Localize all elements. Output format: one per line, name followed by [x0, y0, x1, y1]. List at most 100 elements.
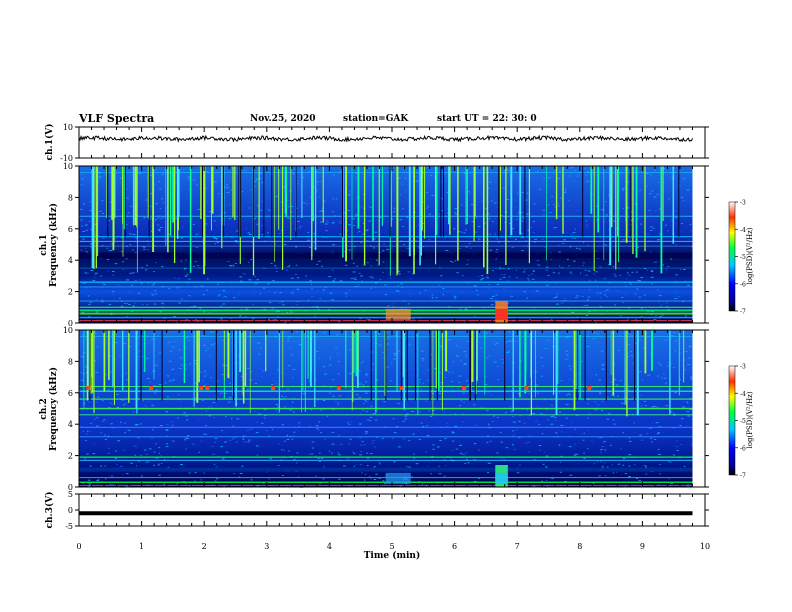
- noise-speck: [501, 274, 503, 276]
- noise-speck: [153, 183, 155, 185]
- noise-speck: [428, 213, 431, 215]
- noise-speck: [521, 192, 524, 194]
- noise-speck: [368, 476, 371, 478]
- noise-speck: [599, 296, 602, 298]
- noise-speck: [193, 305, 197, 307]
- spectral-band: [79, 172, 693, 173]
- noise-speck: [321, 207, 324, 209]
- noise-speck: [224, 441, 227, 443]
- noise-speck: [444, 438, 447, 439]
- noise-speck: [132, 234, 136, 235]
- noise-speck: [389, 380, 392, 382]
- noise-speck: [130, 462, 134, 464]
- spectral-band: [79, 320, 693, 322]
- noise-speck: [117, 440, 120, 442]
- noise-speck: [153, 174, 155, 176]
- noise-speck: [124, 402, 128, 404]
- noise-speck: [644, 268, 647, 269]
- noise-speck: [450, 381, 454, 383]
- noise-speck: [256, 445, 259, 447]
- noise-speck: [269, 210, 272, 212]
- noise-speck: [545, 455, 549, 457]
- noise-speck: [596, 219, 598, 221]
- noise-speck: [261, 200, 263, 202]
- noise-speck: [367, 262, 369, 264]
- noise-speck: [205, 410, 207, 412]
- noise-speck: [489, 191, 491, 193]
- noise-speck: [528, 279, 530, 281]
- noise-speck: [600, 362, 603, 364]
- noise-speck: [290, 311, 293, 313]
- noise-speck: [528, 392, 530, 394]
- noise-speck: [268, 435, 271, 437]
- noise-speck: [256, 223, 259, 225]
- noise-speck: [332, 379, 335, 381]
- noise-speck: [395, 334, 398, 336]
- noise-speck: [499, 431, 502, 433]
- noise-speck: [314, 475, 317, 477]
- ch1-spec-ylabel-top: ch.1: [39, 234, 49, 255]
- noise-speck: [426, 369, 428, 371]
- noise-speck: [204, 223, 208, 225]
- noise-speck: [176, 287, 179, 289]
- noise-speck: [186, 283, 189, 285]
- station-label: station=GAK: [343, 114, 409, 124]
- y-tick-label: 4: [68, 256, 73, 265]
- noise-speck: [93, 443, 95, 445]
- noise-speck: [279, 292, 282, 294]
- noise-speck: [529, 318, 531, 320]
- noise-speck: [657, 239, 660, 241]
- noise-speck: [310, 409, 313, 411]
- noise-speck: [673, 332, 676, 334]
- noise-speck: [466, 380, 469, 382]
- noise-speck: [455, 191, 458, 193]
- noise-speck: [338, 321, 341, 323]
- noise-speck: [131, 189, 133, 191]
- noise-speck: [355, 172, 358, 174]
- noise-speck: [624, 285, 628, 287]
- noise-speck: [264, 414, 267, 416]
- noise-speck: [419, 382, 421, 384]
- noise-speck: [585, 274, 588, 276]
- noise-speck: [418, 438, 421, 440]
- noise-speck: [646, 269, 649, 271]
- noise-speck: [639, 434, 642, 436]
- noise-speck: [422, 359, 424, 361]
- noise-speck: [422, 426, 425, 427]
- noise-speck: [691, 246, 694, 247]
- noise-speck: [458, 381, 461, 383]
- noise-speck: [315, 425, 319, 427]
- noise-speck: [684, 369, 686, 371]
- noise-speck: [532, 270, 535, 271]
- noise-speck: [245, 228, 248, 230]
- noise-speck: [500, 215, 503, 217]
- noise-speck: [157, 224, 160, 226]
- noise-speck: [107, 220, 110, 222]
- noise-speck: [654, 261, 658, 263]
- noise-speck: [526, 186, 529, 188]
- noise-speck: [459, 405, 461, 407]
- noise-speck: [226, 192, 230, 193]
- noise-speck: [680, 223, 683, 224]
- noise-speck: [102, 213, 104, 214]
- tone-dot: [199, 386, 204, 391]
- noise-speck: [267, 232, 269, 234]
- noise-speck: [591, 387, 593, 389]
- noise-speck: [453, 229, 455, 231]
- noise-speck: [298, 344, 302, 346]
- ch1-spec-ylabel: Frequency (kHz): [48, 203, 59, 287]
- noise-speck: [263, 287, 265, 289]
- noise-speck: [612, 419, 615, 421]
- noise-speck: [440, 346, 443, 348]
- noise-speck: [607, 413, 611, 415]
- noise-speck: [105, 478, 107, 480]
- noise-speck: [454, 260, 456, 262]
- noise-speck: [160, 198, 164, 200]
- noise-speck: [371, 442, 374, 444]
- noise-speck: [504, 222, 506, 223]
- noise-speck: [621, 297, 624, 298]
- noise-speck: [373, 479, 377, 480]
- noise-speck: [348, 224, 351, 226]
- noise-speck: [81, 332, 84, 334]
- noise-speck: [128, 304, 131, 305]
